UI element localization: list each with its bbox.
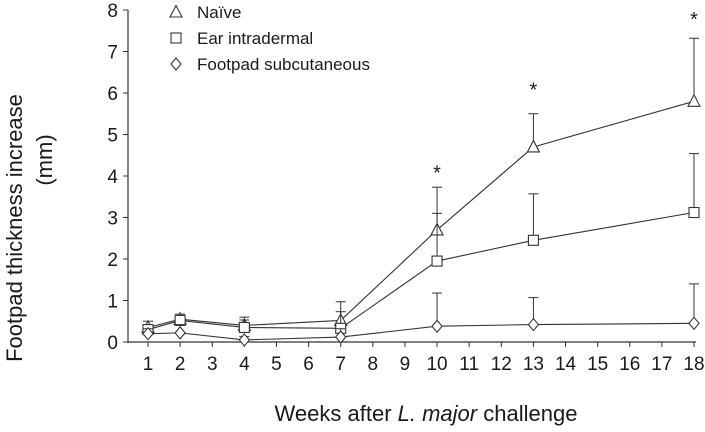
x-tick-label: 15 [587,354,608,375]
series-square [142,153,700,336]
x-tick-label: 12 [491,354,512,375]
legend-marker-triangle [169,4,183,18]
y-axis-title-line1: Footpad thickness increase [2,94,27,362]
significance-marker: * [690,9,698,31]
data-point-diamond [334,330,347,344]
legend-label: Naïve [197,3,241,22]
x-axis-title-species: L. major [398,401,479,426]
y-tick-label: 6 [107,84,118,105]
legend-marker-square [170,32,182,44]
legend-item: Naïve [169,3,241,22]
legend-item: Ear intradermal [170,29,313,48]
y-tick-label: 7 [107,43,118,64]
x-tick-label: 3 [207,354,218,375]
data-point-square [688,206,700,219]
x-tick-label: 10 [426,354,447,375]
legend-label: Ear intradermal [197,29,313,48]
x-tick-label: 5 [271,354,282,375]
y-tick-label: 0 [107,333,118,354]
y-tick-label: 4 [107,167,118,188]
x-axis-title-suffix: challenge [477,401,577,426]
x-tick-label: 6 [303,354,314,375]
x-tick-label: 17 [651,354,672,375]
y-tick-label: 1 [107,292,118,313]
series-line-square [147,211,695,331]
x-tick-label: 4 [239,354,250,375]
x-tick-label: 8 [368,354,379,375]
data-point-diamond [527,317,540,332]
legend: Naïve Ear intradermal Footpad subcutaneous [169,3,370,74]
data-point-diamond [688,316,700,331]
x-axis-title-prefix: Weeks after [275,401,398,426]
x-tick-label: 2 [175,354,186,375]
y-axis-title-unit: (mm) [32,134,57,185]
data-point-square [174,314,186,326]
legend-label: Footpad subcutaneous [197,55,370,74]
legend-item: Footpad subcutaneous [170,55,370,74]
data-point-square [431,255,443,267]
x-axis-title: Weeks after L. major challenge [275,401,578,426]
data-point-diamond [431,319,443,334]
y-tick-label: 8 [107,1,118,22]
x-tick-label: 16 [619,354,640,375]
y-axis-title: Footpad thickness increase [2,94,27,362]
x-tick-label: 7 [335,354,346,375]
x-tick-label: 1 [143,354,154,375]
legend-marker-diamond [170,57,182,71]
x-tick-label: 13 [523,354,544,375]
y-tick-label: 5 [107,126,118,147]
significance-marker: * [433,163,441,185]
data-point-triangle [687,93,701,107]
series-layer: * * * [141,9,701,347]
x-tick-label: 18 [683,354,704,375]
data-point-diamond [174,326,186,340]
data-point-diamond [238,333,251,347]
series-line-triangle [147,100,695,329]
data-point-square [527,234,539,246]
data-point-triangle [526,139,541,153]
x-tick-label: 11 [459,354,479,375]
series-diamond [142,283,700,347]
x-tick-label: 14 [555,354,577,375]
series-triangle [141,37,701,334]
y-tick-label: 2 [107,250,118,271]
data-point-square [238,321,250,334]
significance-marker: * [530,80,538,102]
data-point-diamond [142,326,154,341]
y-tick-label: 3 [107,209,118,230]
x-tick-label: 9 [400,354,411,375]
